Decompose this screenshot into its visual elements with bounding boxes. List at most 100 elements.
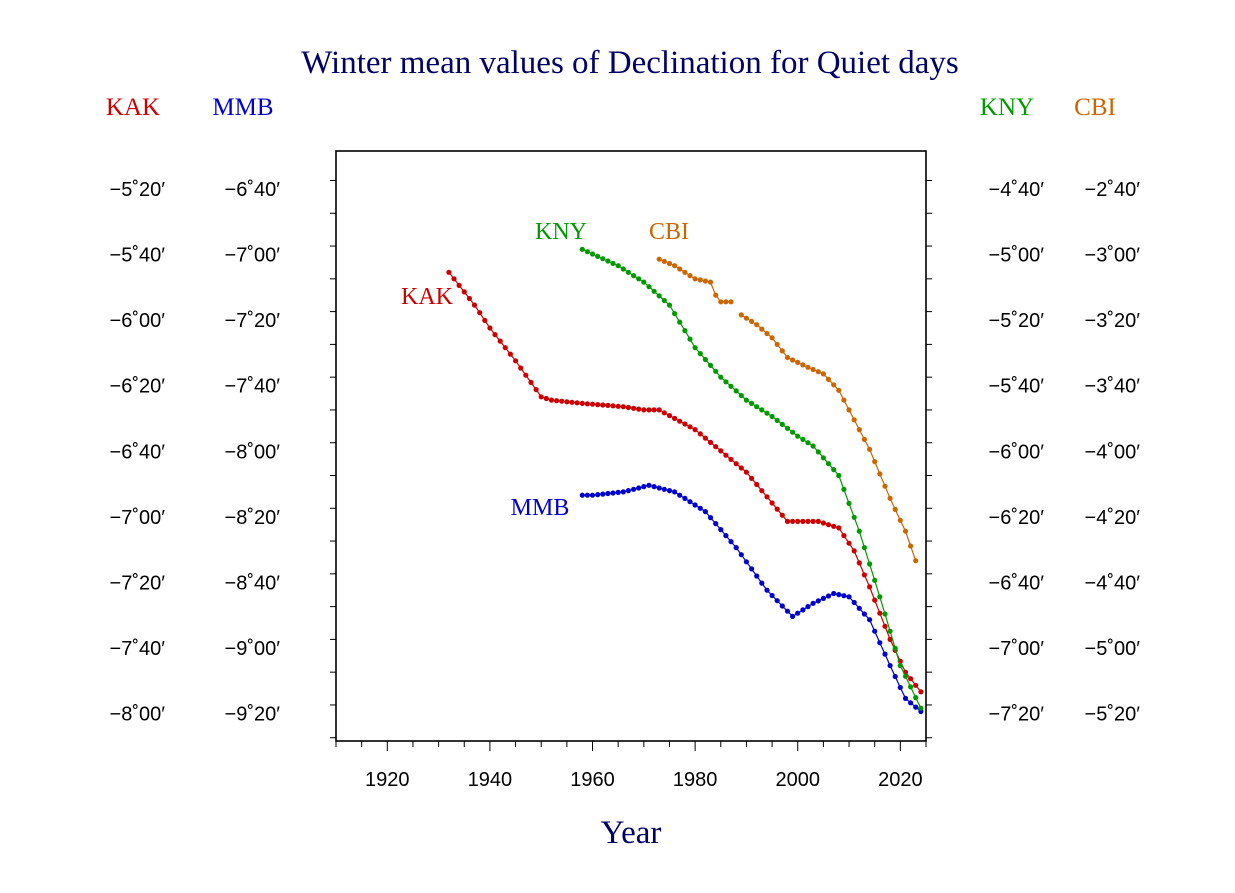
kny-tick-label: −5˚00′ (989, 245, 1045, 267)
cbi-point (687, 273, 693, 279)
series-kak (446, 269, 924, 695)
chart-title: Winter mean values of Declination for Qu… (301, 45, 959, 81)
kak-point (615, 403, 621, 409)
right-tick-labels: −4˚40′ −2˚40′ −5˚00′ −3˚00′ −5˚20′ −3˚20′ −5˚4… (989, 179, 1141, 725)
cbi-point (728, 299, 734, 305)
mmb-point (625, 488, 632, 494)
kny-point (620, 266, 626, 272)
mmb-point (820, 595, 827, 602)
cbi-point (692, 276, 698, 282)
kak-point (769, 500, 775, 506)
kny-tick-label: −6˚00′ (989, 441, 1045, 463)
mmb-point (774, 598, 780, 604)
kny-point (779, 421, 785, 427)
kak-point (646, 407, 652, 413)
kak-point (764, 494, 770, 500)
mmb-point (605, 490, 611, 497)
kny-point (872, 577, 878, 584)
kny-point (661, 297, 667, 304)
kny-point (887, 628, 893, 634)
kny-point (713, 368, 719, 374)
mmb-tick-label: −9˚20′ (225, 704, 281, 726)
kny-tick-label: −5˚40′ (989, 376, 1045, 398)
kny-tick-label: −4˚40′ (989, 179, 1045, 201)
mmb-tick-label: −9˚00′ (225, 638, 281, 660)
cbi-point (738, 312, 744, 318)
kny-point (861, 545, 868, 551)
cbi-tick-label: −4˚40′ (1085, 572, 1141, 594)
mmb-point (795, 610, 801, 616)
cbi-point (790, 357, 796, 363)
mmb-point (677, 492, 683, 498)
mmb-point (851, 599, 857, 606)
kny-point (707, 362, 714, 368)
cbi-point (825, 376, 832, 382)
kny-point (790, 429, 796, 435)
kny-point (595, 253, 601, 259)
kak-point (820, 520, 827, 526)
mmb-point (707, 515, 714, 521)
mmb-point (656, 485, 662, 491)
cbi-tick-label: −3˚20′ (1085, 310, 1141, 332)
kak-point (743, 469, 750, 475)
kak-point (584, 401, 591, 407)
kny-point (600, 256, 606, 262)
cbi-point (723, 299, 729, 305)
x-tick-label: 1920 (365, 769, 410, 791)
mmb-point (825, 593, 832, 599)
kny-point (892, 645, 898, 652)
kny-point (825, 461, 832, 467)
series-kny (579, 246, 924, 711)
cbi-point (759, 326, 765, 332)
kny-point (651, 288, 657, 294)
cbi-tick-label: −4˚20′ (1085, 507, 1141, 529)
kny-point (641, 279, 647, 285)
mmb-point (615, 489, 621, 495)
kny-point (769, 413, 775, 420)
kak-point (702, 435, 709, 441)
kny-point (795, 433, 801, 439)
cbi-point (754, 322, 760, 328)
mmb-point (779, 603, 785, 609)
cbi-point (749, 318, 755, 324)
kak-point (825, 522, 832, 528)
kak-point (461, 289, 467, 295)
x-axis-title: Year (601, 815, 662, 851)
cbi-point (702, 278, 709, 284)
kny-point (702, 356, 709, 363)
kny-point (784, 425, 791, 431)
mmb-point (769, 592, 775, 599)
mmb-point (641, 484, 647, 490)
kny-point (677, 319, 683, 325)
kak-point (836, 525, 842, 531)
kny-tick-label: −6˚40′ (989, 572, 1045, 594)
kny-point (841, 486, 847, 492)
mmb-point (872, 628, 878, 634)
kak-point (538, 394, 544, 400)
kny-point (636, 276, 642, 282)
kny-point (646, 284, 652, 290)
kny-point (687, 336, 693, 342)
kak-point (882, 623, 888, 629)
cbi-point (872, 459, 878, 465)
plot-frame (335, 150, 927, 742)
kak-point (666, 413, 673, 419)
kak-point (523, 372, 529, 378)
mmb-point (651, 484, 657, 490)
kak-point (600, 402, 606, 408)
mmb-tick-label: −7˚40′ (225, 376, 281, 398)
cbi-point (743, 315, 750, 321)
mmb-point (600, 491, 606, 497)
mmb-point (687, 499, 693, 505)
kny-point (589, 251, 596, 257)
kak-point (548, 397, 555, 403)
kny-point (743, 397, 750, 403)
mmb-point (749, 566, 755, 572)
kak-point (610, 403, 616, 409)
mmb-point (846, 594, 852, 600)
kak-point (815, 518, 821, 525)
kny-point (805, 440, 811, 446)
kak-point (574, 400, 580, 406)
cbi-point (661, 258, 667, 264)
